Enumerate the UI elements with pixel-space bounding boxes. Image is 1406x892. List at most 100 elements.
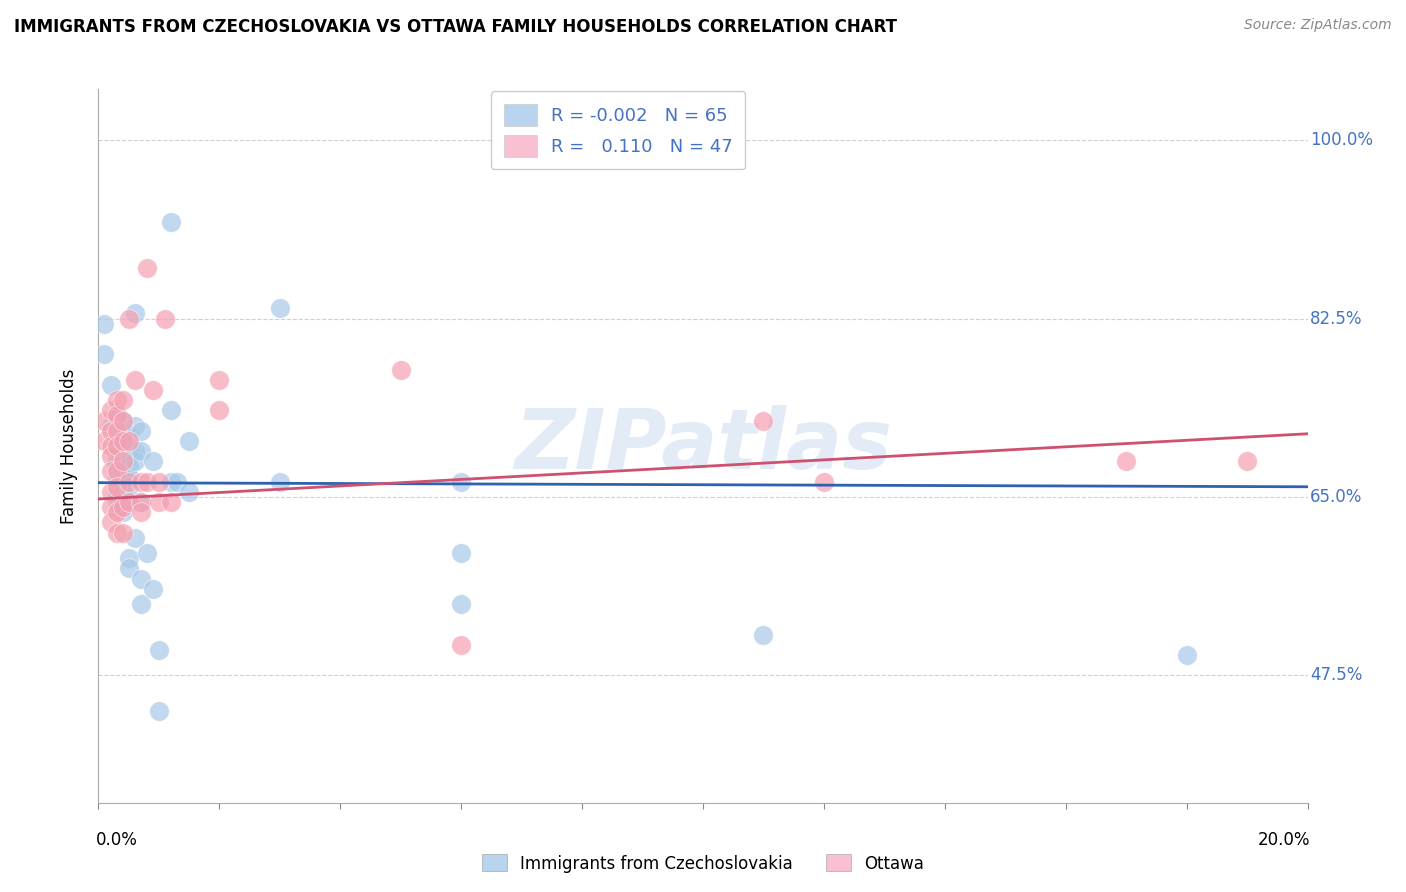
Point: [111, 475, 134, 489]
Point: [124, 454, 146, 468]
Text: IMMIGRANTS FROM CZECHOSLOVAKIA VS OTTAWA FAMILY HOUSEHOLDS CORRELATION CHART: IMMIGRANTS FROM CZECHOSLOVAKIA VS OTTAWA…: [14, 18, 897, 36]
Point: [100, 516, 122, 530]
Point: [1115, 454, 1137, 468]
Point: [111, 434, 134, 448]
Text: Source: ZipAtlas.com: Source: ZipAtlas.com: [1244, 18, 1392, 32]
Point: [111, 495, 134, 509]
Point: [105, 434, 128, 448]
Point: [129, 475, 152, 489]
Point: [160, 495, 183, 509]
Point: [269, 475, 291, 489]
Point: [177, 434, 201, 448]
Point: [111, 434, 134, 448]
Point: [105, 418, 128, 433]
Point: [450, 475, 472, 489]
Point: [93, 317, 115, 331]
Point: [118, 469, 141, 483]
Point: [100, 500, 122, 515]
Point: [148, 704, 170, 718]
Point: [124, 373, 146, 387]
Point: [111, 424, 134, 438]
Text: 82.5%: 82.5%: [1310, 310, 1362, 327]
Point: [129, 495, 152, 509]
Point: [105, 459, 128, 474]
Point: [105, 429, 128, 443]
Point: [752, 627, 775, 641]
Point: [100, 403, 122, 417]
Point: [129, 505, 152, 519]
Point: [105, 505, 128, 519]
Point: [118, 311, 141, 326]
Point: [160, 475, 183, 489]
Point: [105, 480, 128, 494]
Point: [118, 475, 141, 489]
Point: [118, 434, 141, 448]
Point: [160, 215, 183, 229]
Point: [105, 424, 128, 438]
Text: 47.5%: 47.5%: [1310, 666, 1362, 684]
Point: [111, 500, 134, 515]
Point: [142, 454, 165, 468]
Point: [813, 475, 835, 489]
Point: [129, 444, 152, 458]
Point: [105, 484, 128, 499]
Point: [100, 439, 122, 453]
Point: [118, 551, 141, 566]
Point: [118, 449, 141, 463]
Point: [153, 311, 176, 326]
Point: [111, 454, 134, 468]
Point: [142, 582, 165, 596]
Point: [111, 505, 134, 519]
Point: [160, 403, 183, 417]
Point: [135, 260, 157, 275]
Point: [118, 459, 141, 474]
Point: [105, 439, 128, 453]
Point: [105, 480, 128, 494]
Point: [166, 475, 188, 489]
Point: [142, 383, 165, 397]
Point: [105, 495, 128, 509]
Point: [111, 413, 134, 427]
Point: [100, 424, 122, 438]
Point: [129, 424, 152, 438]
Point: [111, 454, 134, 468]
Point: [105, 449, 128, 463]
Point: [111, 444, 134, 458]
Point: [105, 469, 128, 483]
Point: [129, 597, 152, 611]
Point: [105, 490, 128, 504]
Point: [124, 306, 146, 320]
Text: 0.0%: 0.0%: [96, 831, 138, 849]
Point: [100, 484, 122, 499]
Text: 100.0%: 100.0%: [1310, 131, 1374, 149]
Point: [135, 475, 157, 489]
Point: [93, 434, 115, 448]
Point: [100, 418, 122, 433]
Point: [111, 525, 134, 540]
Point: [124, 531, 146, 545]
Text: ZIPatlas: ZIPatlas: [515, 406, 891, 486]
Point: [177, 484, 201, 499]
Point: [105, 475, 128, 489]
Point: [111, 484, 134, 499]
Legend: R = -0.002   N = 65, R =   0.110   N = 47: R = -0.002 N = 65, R = 0.110 N = 47: [491, 91, 745, 169]
Point: [148, 475, 170, 489]
Point: [111, 393, 134, 408]
Point: [752, 413, 775, 427]
Point: [124, 418, 146, 433]
Point: [269, 301, 291, 316]
Point: [105, 409, 128, 423]
Point: [111, 465, 134, 479]
Legend: Immigrants from Czechoslovakia, Ottawa: Immigrants from Czechoslovakia, Ottawa: [475, 847, 931, 880]
Point: [208, 403, 231, 417]
Point: [100, 465, 122, 479]
Point: [129, 495, 152, 509]
Point: [148, 495, 170, 509]
Point: [118, 495, 141, 509]
Point: [105, 465, 128, 479]
Text: 20.0%: 20.0%: [1257, 831, 1310, 849]
Point: [135, 546, 157, 560]
Point: [100, 377, 122, 392]
Point: [124, 444, 146, 458]
Point: [105, 465, 128, 479]
